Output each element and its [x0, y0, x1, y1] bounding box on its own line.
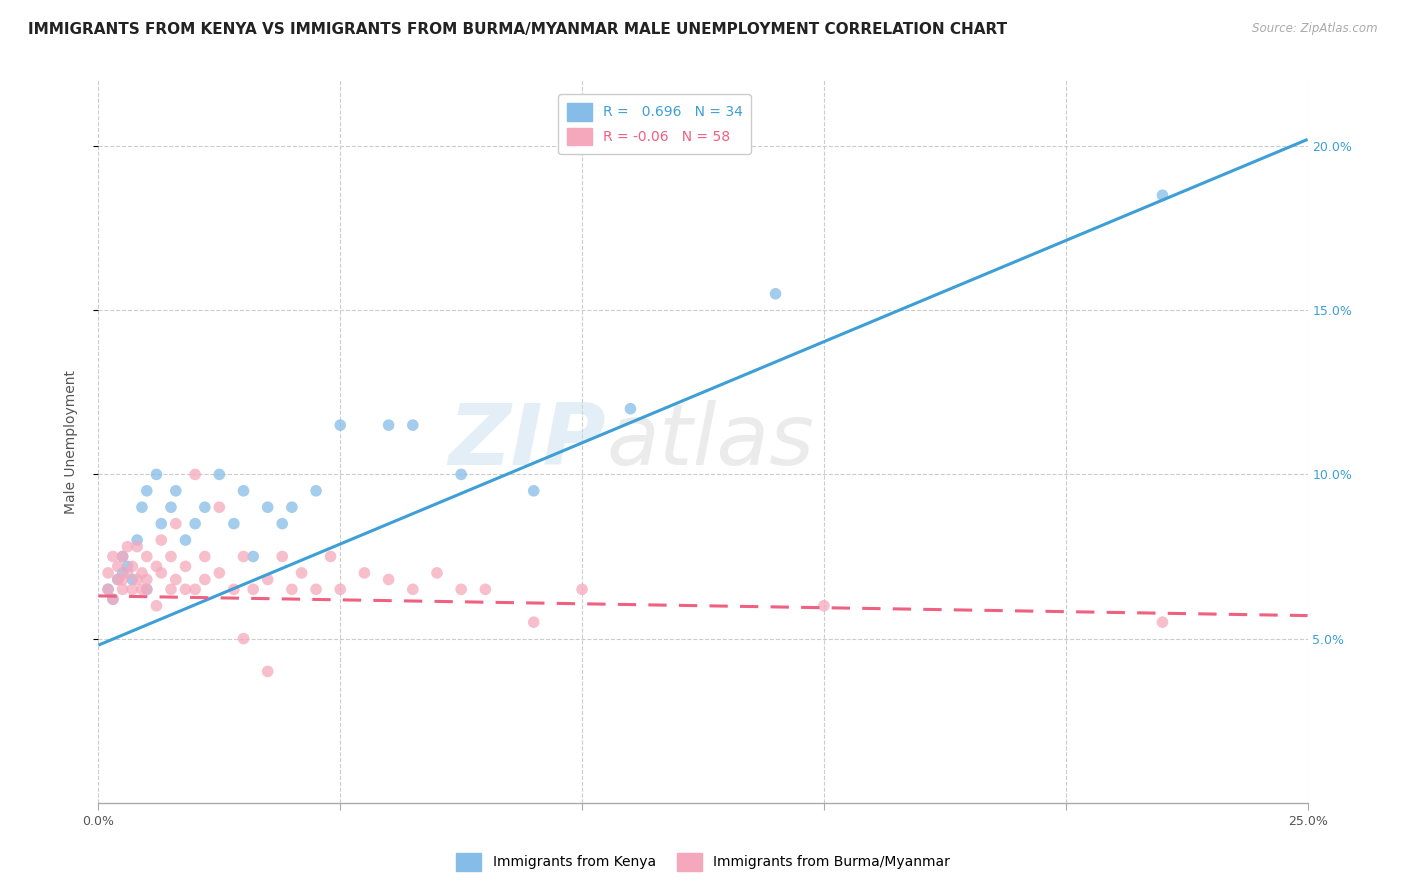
Point	[523, 615, 546, 630]
Point	[135, 483, 157, 498]
Point	[208, 500, 231, 515]
Text: IMMIGRANTS FROM KENYA VS IMMIGRANTS FROM BURMA/MYANMAR MALE UNEMPLOYMENT CORRELA: IMMIGRANTS FROM KENYA VS IMMIGRANTS FROM…	[28, 22, 1007, 37]
Point	[450, 582, 472, 597]
Point	[194, 573, 217, 587]
Text: Source: ZipAtlas.com: Source: ZipAtlas.com	[1253, 22, 1378, 36]
Point	[305, 582, 328, 597]
Point	[271, 549, 294, 564]
Point	[271, 516, 294, 531]
Point	[256, 500, 278, 515]
Point	[474, 582, 496, 597]
Point	[402, 418, 425, 433]
Point	[329, 582, 352, 597]
Point	[107, 573, 129, 587]
Point	[765, 286, 787, 301]
Point	[131, 500, 153, 515]
Point	[222, 582, 245, 597]
Point	[256, 665, 278, 679]
Point	[121, 573, 143, 587]
Point	[353, 566, 375, 580]
Point	[160, 500, 183, 515]
Point	[127, 540, 149, 554]
Point	[107, 559, 129, 574]
Point	[256, 573, 278, 587]
Point	[523, 483, 546, 498]
Point	[150, 516, 173, 531]
Text: atlas: atlas	[606, 400, 814, 483]
Point	[281, 500, 304, 515]
Point	[160, 582, 183, 597]
Point	[174, 582, 197, 597]
Point	[101, 592, 124, 607]
Point	[135, 582, 157, 597]
Point	[101, 549, 124, 564]
Point	[232, 632, 254, 646]
Point	[127, 573, 149, 587]
Point	[377, 418, 399, 433]
Point	[402, 582, 425, 597]
Point	[135, 573, 157, 587]
Point	[194, 500, 217, 515]
Point	[101, 592, 124, 607]
Point	[121, 559, 143, 574]
Point	[319, 549, 342, 564]
Point	[117, 566, 139, 580]
Point	[208, 467, 231, 482]
Point	[174, 559, 197, 574]
Point	[121, 582, 143, 597]
Point	[111, 549, 134, 564]
Point	[145, 599, 167, 613]
Point	[184, 516, 207, 531]
Legend: R =   0.696   N = 34, R = -0.06   N = 58: R = 0.696 N = 34, R = -0.06 N = 58	[558, 95, 751, 153]
Point	[145, 559, 167, 574]
Legend: Immigrants from Kenya, Immigrants from Burma/Myanmar: Immigrants from Kenya, Immigrants from B…	[451, 847, 955, 876]
Point	[813, 599, 835, 613]
Point	[111, 566, 134, 580]
Point	[242, 549, 264, 564]
Point	[117, 540, 139, 554]
Point	[194, 549, 217, 564]
Point	[290, 566, 312, 580]
Point	[281, 582, 304, 597]
Point	[174, 533, 197, 547]
Point	[1152, 615, 1174, 630]
Point	[1152, 188, 1174, 202]
Point	[619, 401, 641, 416]
Point	[160, 549, 183, 564]
Point	[165, 516, 187, 531]
Point	[127, 533, 149, 547]
Point	[305, 483, 328, 498]
Point	[184, 582, 207, 597]
Point	[232, 483, 254, 498]
Y-axis label: Male Unemployment: Male Unemployment	[63, 369, 77, 514]
Point	[145, 467, 167, 482]
Point	[150, 566, 173, 580]
Point	[111, 549, 134, 564]
Point	[242, 582, 264, 597]
Point	[111, 582, 134, 597]
Point	[131, 582, 153, 597]
Point	[208, 566, 231, 580]
Point	[135, 549, 157, 564]
Point	[426, 566, 449, 580]
Point	[165, 483, 187, 498]
Point	[232, 549, 254, 564]
Point	[131, 566, 153, 580]
Point	[150, 533, 173, 547]
Text: ZIP: ZIP	[449, 400, 606, 483]
Point	[135, 582, 157, 597]
Point	[450, 467, 472, 482]
Point	[117, 559, 139, 574]
Point	[329, 418, 352, 433]
Point	[165, 573, 187, 587]
Point	[111, 573, 134, 587]
Point	[222, 516, 245, 531]
Point	[97, 582, 120, 597]
Point	[184, 467, 207, 482]
Point	[97, 566, 120, 580]
Point	[571, 582, 593, 597]
Point	[107, 573, 129, 587]
Point	[97, 582, 120, 597]
Point	[377, 573, 399, 587]
